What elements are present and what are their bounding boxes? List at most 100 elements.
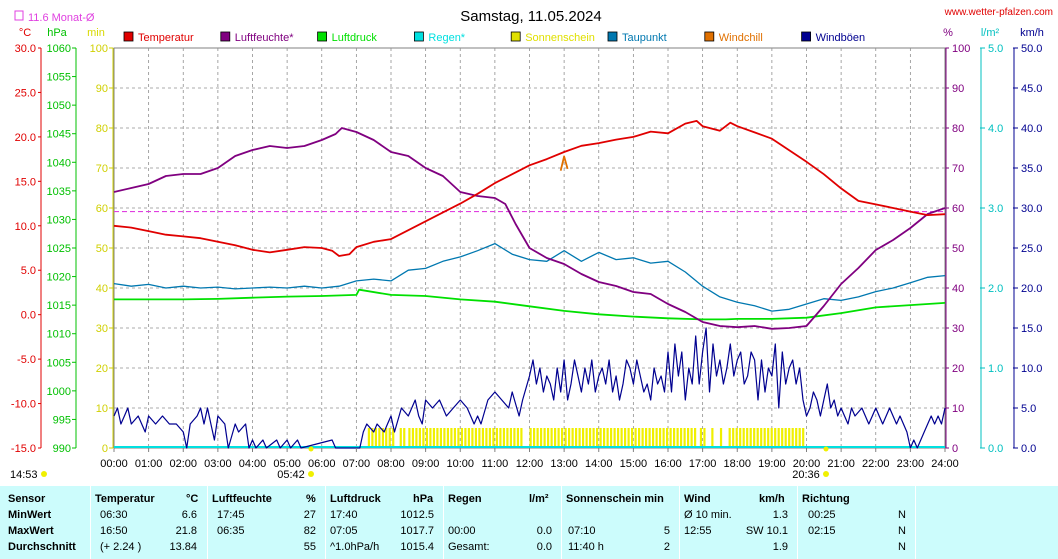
sunshine-bar <box>694 428 697 447</box>
monthly-avg-marker-icon <box>14 10 24 21</box>
sunshine-bar <box>453 428 457 447</box>
sunshine-bar <box>450 428 453 447</box>
sunshine-bar <box>728 428 731 447</box>
windchill-series-line <box>559 155 569 171</box>
sunshine-bar <box>436 428 439 447</box>
stats-header-hum-unit: % <box>306 493 316 505</box>
sunshine-bar <box>418 428 422 447</box>
humidity_percent-tick-label-10: 0 <box>952 443 958 455</box>
sunshine-bar <box>371 428 374 447</box>
humidity_percent-tick-label-2: 80 <box>952 123 964 135</box>
sunshine-bar <box>652 428 655 447</box>
sunshine-bar <box>543 428 546 447</box>
legend-label-5: Taupunkt <box>622 32 667 44</box>
humidity_percent-tick-label-5: 50 <box>952 243 964 255</box>
sunshine-bar <box>676 428 679 447</box>
pressure_hpa-tick-label-13: 995 <box>53 414 71 426</box>
stats-rain-val: 0.0 <box>536 525 552 537</box>
rain_lm2-tick-label-1: 4.0 <box>988 123 1003 135</box>
pressure_hpa-tick-label-9: 1015 <box>47 300 71 312</box>
sunshine-bar <box>699 428 703 447</box>
humidity_percent-tick-label-9: 10 <box>952 403 964 415</box>
sunshine-bar <box>582 428 585 447</box>
stats-hum-val: 55 <box>303 541 316 553</box>
sunshine-bar <box>669 428 672 447</box>
stats-temp-time: 16:50 <box>100 525 128 537</box>
sunshine_min-tick-label-0: 100 <box>90 43 108 55</box>
stats-label: MinWert <box>8 509 52 521</box>
wind_kmh-tick-label-2: 40.0 <box>1021 123 1042 135</box>
sunshine-bar <box>802 428 805 447</box>
right-axes: 10090807060504030201005.04.03.02.01.00.0… <box>945 43 1042 455</box>
x-tick-label-1: 01:00 <box>135 458 163 470</box>
temperature_c-tick-label-3: 15.0 <box>15 176 36 188</box>
sunshine-bar <box>554 428 557 447</box>
stats-header-humidity: Luftfeuchte <box>212 493 272 505</box>
wind_kmh-tick-label-7: 15.0 <box>1021 323 1042 335</box>
sunrise-time: 05:42 <box>277 469 305 481</box>
sunshine-bar <box>648 428 651 447</box>
legend-label-7: Windböen <box>816 32 866 44</box>
sunshine-bar <box>571 428 574 447</box>
sunshine-bar <box>561 428 564 447</box>
sunshine-bar <box>506 428 509 447</box>
sunshine-bar <box>578 428 581 447</box>
sunshine-bar <box>711 428 714 447</box>
pressure_hpa-tick-label-5: 1035 <box>47 186 71 198</box>
sunshine-bar <box>795 428 798 447</box>
monthly-avg-label: 11.6 Monat-Ø <box>28 12 95 24</box>
stats-hum-time: 06:35 <box>217 525 245 537</box>
stats-temp-val: 6.6 <box>181 509 197 521</box>
sunshine-bar <box>735 428 738 447</box>
sunset-icon <box>823 446 829 452</box>
sunshine-bar <box>673 428 676 447</box>
stats-dir-val: N <box>898 509 906 521</box>
sunshine-bar <box>536 428 539 447</box>
x-tick-label-8: 08:00 <box>377 458 405 470</box>
sunshine-bar <box>432 428 436 447</box>
unit-celsius: °C <box>19 27 31 39</box>
sunshine_min-tick-label-9: 10 <box>96 403 108 415</box>
sunshine-bar <box>457 428 460 447</box>
stats-header-temp-unit: °C <box>186 493 199 505</box>
sunshine-bar <box>732 428 735 447</box>
sunshine-bar <box>788 428 791 447</box>
sunshine-bar <box>425 428 429 447</box>
stats-wind-val: SW 10.1 <box>745 525 788 537</box>
sunshine-bar <box>770 428 773 447</box>
sunshine-bar <box>749 428 752 447</box>
humidity_percent-tick-label-6: 40 <box>952 283 964 295</box>
legend-swatch-3 <box>413 31 424 42</box>
wind_kmh-tick-label-3: 35.0 <box>1021 163 1042 175</box>
pressure_hpa-tick-label-10: 1010 <box>47 329 71 341</box>
sunshine-bar <box>443 428 446 447</box>
stats-wind-time: 12:55 <box>684 525 712 537</box>
stats-header-pressure: Luftdruck <box>330 493 381 505</box>
legend-label-6: Windchill <box>719 32 763 44</box>
sunset-time: 20:36 <box>792 469 820 481</box>
wind_kmh-tick-label-4: 30.0 <box>1021 203 1042 215</box>
sunshine-bar <box>703 428 706 447</box>
pressure_hpa-tick-label-7: 1025 <box>47 243 71 255</box>
sunshine-bar <box>385 428 388 447</box>
sunshine-bar <box>585 428 588 447</box>
sunshine-bar <box>575 428 578 447</box>
x-tick-label-4: 04:00 <box>239 458 267 470</box>
sunshine-bar <box>634 428 637 447</box>
x-tick-label-12: 12:00 <box>516 458 544 470</box>
stats-temp-val: 21.8 <box>175 525 197 537</box>
left-axes: 30.0 25.0 20.0 15.0 10.0 5.0 0.0 -5.0 -10.0 -15.0… <box>11 43 114 455</box>
sunshine-bar <box>599 428 602 447</box>
sunshine-bar <box>719 428 723 447</box>
stats-temp-time: (+ 2.24 ) <box>100 541 142 553</box>
humidity_percent-tick-label-8: 20 <box>952 363 964 375</box>
sunshine-bar <box>589 428 592 447</box>
stats-hum-time: 17:45 <box>217 509 245 521</box>
site-url[interactable]: www.wetter-pfalzen.com <box>944 7 1053 18</box>
sunshine_min-tick-label-5: 50 <box>96 243 108 255</box>
sunshine-bar <box>746 428 749 447</box>
stats-header-pres-unit: hPa <box>413 493 434 505</box>
rain_lm2-tick-label-0: 5.0 <box>988 43 1003 55</box>
sunshine-bar <box>439 428 443 447</box>
stats-pres-time: 17:40 <box>330 509 358 521</box>
